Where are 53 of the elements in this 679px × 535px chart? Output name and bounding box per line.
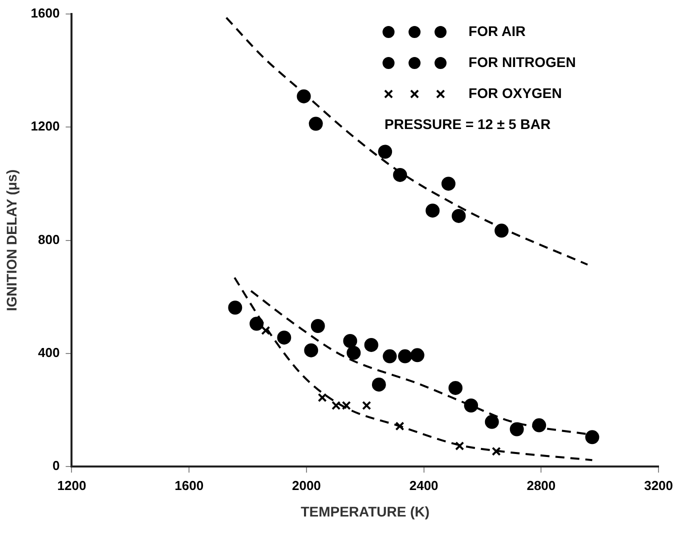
y-tick-label: 800 bbox=[38, 232, 60, 247]
y-tick-label: 1600 bbox=[30, 6, 60, 21]
x-axis-title: TEMPERATURE (K) bbox=[300, 503, 430, 520]
point bbox=[304, 343, 318, 358]
x-tick-label: 1200 bbox=[57, 478, 86, 493]
legend-label: FOR OXYGEN bbox=[468, 84, 562, 101]
point bbox=[372, 378, 386, 392]
y-tick-label: 1200 bbox=[30, 118, 60, 134]
point bbox=[310, 319, 325, 334]
point bbox=[426, 204, 440, 218]
point bbox=[448, 380, 462, 395]
legend-label: FOR AIR bbox=[468, 22, 526, 39]
x-tick-label: 2800 bbox=[526, 478, 556, 493]
point bbox=[364, 338, 378, 352]
point bbox=[308, 116, 323, 131]
point bbox=[277, 330, 292, 345]
point bbox=[484, 414, 499, 429]
point bbox=[332, 400, 341, 410]
x-tick-label: 1600 bbox=[174, 478, 204, 493]
point bbox=[492, 446, 501, 456]
point bbox=[382, 349, 397, 364]
point bbox=[228, 300, 242, 315]
point bbox=[585, 430, 600, 444]
point bbox=[510, 422, 524, 436]
point bbox=[393, 168, 408, 182]
point bbox=[318, 393, 327, 402]
point bbox=[532, 418, 546, 432]
x-tick-label: 2400 bbox=[409, 478, 438, 493]
point bbox=[250, 316, 264, 331]
point bbox=[296, 89, 311, 104]
point bbox=[455, 441, 464, 450]
line-series bbox=[234, 276, 594, 462]
point bbox=[342, 400, 351, 410]
y-axis-title: IGNITION DELAY (μs) bbox=[3, 170, 20, 312]
point bbox=[346, 346, 361, 360]
point bbox=[395, 422, 404, 431]
point bbox=[343, 334, 358, 348]
point bbox=[494, 224, 509, 238]
point bbox=[452, 208, 466, 223]
point bbox=[441, 176, 456, 191]
legend-label: FOR NITROGEN bbox=[468, 54, 576, 70]
point bbox=[362, 400, 372, 410]
point bbox=[410, 348, 424, 362]
point bbox=[398, 349, 412, 364]
annotation: PRESSURE = 12 ± 5 BAR bbox=[384, 116, 551, 132]
point bbox=[261, 326, 270, 336]
x-tick-label: 3200 bbox=[644, 478, 673, 493]
y-tick-label: 400 bbox=[38, 345, 60, 360]
point bbox=[378, 144, 392, 159]
y-tick-label: 0 bbox=[52, 458, 60, 474]
point bbox=[464, 398, 478, 412]
x-tick-label: 2000 bbox=[292, 478, 321, 493]
line-series bbox=[225, 16, 589, 266]
